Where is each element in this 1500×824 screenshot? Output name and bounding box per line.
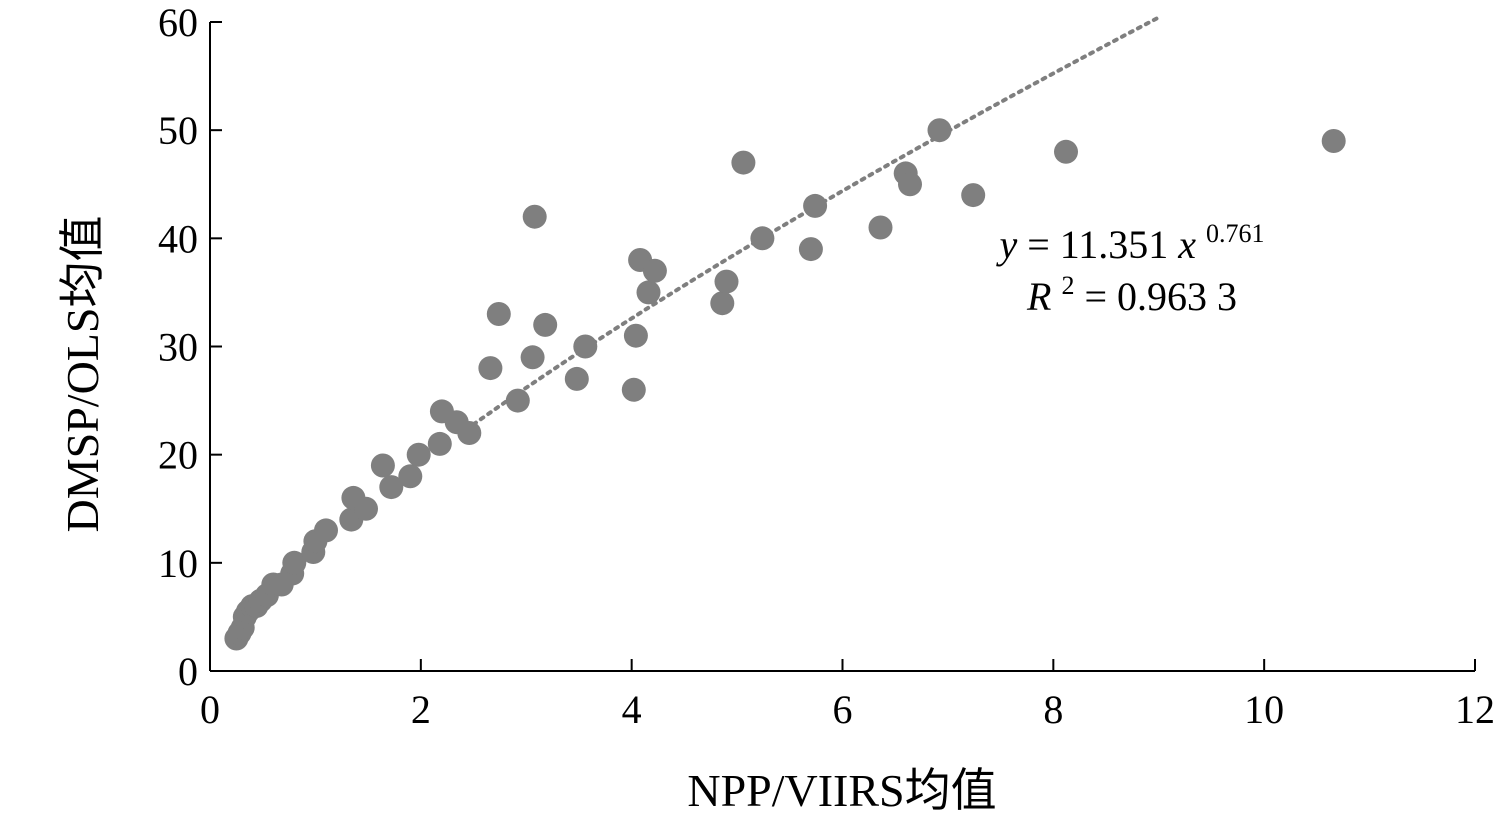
y-axis-title: DMSP/OLS均值 (57, 216, 108, 533)
equation-exponent: 0.761 (1206, 219, 1265, 248)
data-point (427, 431, 452, 456)
data-point (533, 312, 558, 337)
y-ticks: 0 10 20 30 40 50 60 (158, 0, 222, 694)
data-point (520, 345, 545, 370)
data-point (379, 475, 404, 500)
trendline (471, 15, 1161, 427)
data-point (406, 442, 431, 467)
trendline-layer (471, 15, 1161, 427)
data-point (803, 193, 828, 218)
equation-variable: x (1177, 222, 1196, 267)
x-tick-label: 10 (1244, 687, 1284, 732)
data-point (621, 377, 646, 402)
data-point (927, 118, 952, 143)
equation-lhs: y (995, 222, 1017, 267)
data-point (642, 258, 667, 283)
y-tick-label: 20 (158, 433, 198, 478)
x-tick-label: 4 (622, 687, 642, 732)
r-squared: R 2 = 0.963 3 (1026, 258, 1237, 319)
axes-layer (209, 22, 1475, 672)
r-squared-value: = 0.963 3 (1084, 274, 1237, 319)
x-tick-label: 8 (1043, 687, 1063, 732)
data-point (961, 183, 986, 208)
x-tick-label: 6 (833, 687, 853, 732)
points-layer (224, 118, 1346, 651)
data-point (314, 518, 338, 543)
data-point (354, 496, 378, 521)
data-point (457, 421, 482, 445)
data-point (750, 226, 775, 251)
x-axis-title: NPP/VIIRS均值 (687, 765, 996, 816)
equation-coefficient: = 11.351 (1027, 222, 1168, 267)
data-point (564, 366, 589, 391)
x-tick-label: 0 (200, 687, 220, 732)
data-point (868, 215, 893, 240)
trendline-equation: y = 11.351 x 0.761 (995, 219, 1264, 267)
data-point (731, 150, 756, 175)
data-point (573, 334, 598, 359)
data-point (370, 453, 395, 478)
data-point (398, 464, 423, 489)
y-tick-label: 10 (158, 541, 198, 586)
y-tick-label: 30 (158, 325, 198, 370)
y-tick-label: 60 (158, 0, 198, 45)
r-squared-variable: R (1026, 274, 1051, 319)
x-tick-label: 12 (1455, 687, 1495, 732)
data-point (486, 302, 511, 326)
data-point (798, 237, 823, 262)
r-squared-superscript: 2 (1061, 271, 1074, 300)
data-point (1321, 129, 1346, 153)
data-point (898, 172, 922, 197)
data-point (714, 269, 739, 294)
data-point (636, 280, 661, 305)
y-tick-label: 40 (158, 216, 198, 261)
x-tick-label: 2 (411, 687, 431, 732)
data-point (522, 204, 547, 229)
data-point (478, 356, 503, 381)
data-point (710, 291, 735, 316)
y-tick-label: 0 (178, 649, 198, 694)
data-point (282, 550, 307, 575)
data-point (1054, 139, 1078, 164)
data-point (623, 323, 648, 348)
data-point (505, 388, 530, 413)
y-tick-label: 50 (158, 108, 198, 153)
x-ticks: 0 2 4 6 8 10 12 (200, 659, 1495, 732)
